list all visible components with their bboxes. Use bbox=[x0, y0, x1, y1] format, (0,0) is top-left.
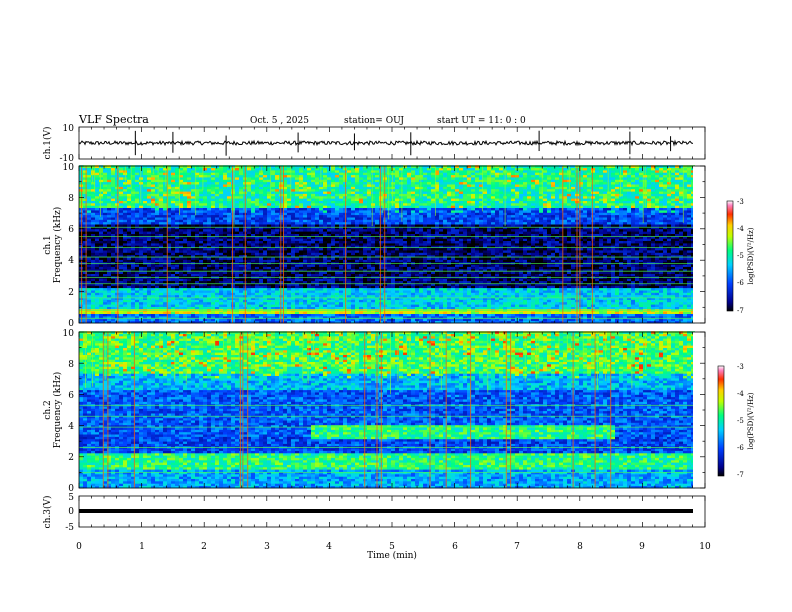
ch2-spectrogram-ylabel-channel: ch.2 bbox=[43, 400, 53, 419]
ch2-spec-no-data-strip bbox=[693, 332, 705, 488]
xtick-10: 10 bbox=[699, 542, 711, 552]
ch1-ytick-6: 6 bbox=[68, 225, 74, 235]
ch1-spectrogram-image bbox=[79, 165, 705, 324]
xtick-6: 6 bbox=[452, 542, 458, 552]
ch2-ytick-2: 2 bbox=[68, 453, 74, 463]
ch2-ytick-0: 0 bbox=[68, 484, 74, 494]
xtick-4: 4 bbox=[326, 542, 332, 552]
xtick-8: 8 bbox=[577, 542, 583, 552]
ch2-spectrogram-image bbox=[79, 331, 705, 489]
ch2-colorbar-gradient bbox=[717, 365, 725, 477]
ch1-spectrogram-ylabel-freq: Frequency (kHz) bbox=[52, 207, 63, 284]
ch1-waveform-trace bbox=[78, 130, 694, 156]
ch1-ytick-0: 0 bbox=[68, 319, 74, 329]
ch1-ytick-bottom: -10 bbox=[60, 154, 75, 164]
ch1-spectrogram-yaxis: 0 2 4 6 8 10 bbox=[63, 163, 75, 329]
ch1-ytick-8: 8 bbox=[68, 194, 74, 204]
ch1-ytick-4: 4 bbox=[68, 256, 74, 266]
figure-title: VLF Spectra bbox=[78, 113, 149, 126]
ch1-trace-path bbox=[78, 139, 694, 147]
ch2-cb-tick-m6: -6 bbox=[737, 444, 744, 452]
ch3-waveform-trace bbox=[79, 509, 693, 513]
time-axis-labels: 0 1 2 3 4 5 6 7 8 9 10 bbox=[76, 542, 711, 552]
ch1-ytick-top: 10 bbox=[63, 124, 75, 134]
ch1-cb-tick-m6: -6 bbox=[737, 279, 744, 287]
ch1-spectrogram-panel: 0 2 4 6 8 10 ch.1 Frequency (kHz) -3 -4 … bbox=[43, 163, 755, 329]
header-date: Oct. 5 , 2025 bbox=[250, 116, 309, 126]
ch2-spectrogram-ylabel-freq: Frequency (kHz) bbox=[52, 372, 63, 449]
time-axis-label: Time (min) bbox=[367, 550, 417, 561]
ch3-ytick-bottom: -5 bbox=[65, 523, 74, 533]
ch2-colorbar-label: log(PSD)(V²/Hz) bbox=[747, 392, 755, 449]
ch1-cb-tick-m3: -3 bbox=[737, 198, 744, 206]
ch2-cb-tick-m3: -3 bbox=[737, 363, 744, 371]
header-start-time: start UT = 11: 0 : 0 bbox=[437, 116, 526, 126]
ch1-colorbar: -3 -4 -5 -6 -7 log(PSD)(V²/Hz) bbox=[726, 198, 755, 315]
xtick-1: 1 bbox=[139, 542, 145, 552]
ch1-colorbar-gradient bbox=[726, 200, 734, 312]
xtick-7: 7 bbox=[514, 542, 520, 552]
ch1-spec-no-data-strip bbox=[693, 166, 705, 323]
xtick-0: 0 bbox=[76, 542, 82, 552]
ch1-ytick-2: 2 bbox=[68, 288, 74, 298]
ch2-colorbar: -3 -4 -5 -6 -7 log(PSD)(V²/Hz) bbox=[717, 363, 755, 479]
ch2-ytick-6: 6 bbox=[68, 391, 74, 401]
ch2-cb-tick-m7: -7 bbox=[737, 471, 744, 479]
xtick-3: 3 bbox=[264, 542, 270, 552]
ch2-spec-bands bbox=[79, 331, 695, 489]
ch1-spectrogram-ylabel-channel: ch.1 bbox=[43, 235, 53, 254]
xtick-9: 9 bbox=[639, 542, 645, 552]
ch2-spectrogram-panel: 0 2 4 6 8 10 ch.2 Frequency (kHz) -3 -4 … bbox=[43, 329, 755, 494]
ch1-waveform-ylabel: ch.1(V) bbox=[42, 127, 53, 160]
ch1-spec-bands bbox=[79, 165, 695, 324]
ch3-ytick-top: 5 bbox=[68, 493, 74, 503]
ch2-ytick-10: 10 bbox=[63, 329, 75, 339]
time-axis-ticks bbox=[78, 127, 706, 527]
ch2-ytick-4: 4 bbox=[68, 422, 74, 432]
ch2-spectrogram-yaxis: 0 2 4 6 8 10 bbox=[63, 329, 75, 494]
ch3-ytick-mid: 0 bbox=[68, 507, 74, 517]
ch2-ytick-8: 8 bbox=[68, 360, 74, 370]
ch1-ytick-10: 10 bbox=[63, 163, 75, 173]
header-station: station= OUJ bbox=[344, 116, 404, 126]
ch1-colorbar-label: log(PSD)(V²/Hz) bbox=[747, 227, 755, 284]
ch2-cb-tick-m4: -4 bbox=[737, 390, 744, 398]
ch3-waveform-ylabel: ch.3(V) bbox=[42, 496, 53, 529]
ch1-cb-tick-m4: -4 bbox=[737, 225, 744, 233]
ch1-cb-tick-m7: -7 bbox=[737, 307, 744, 315]
xtick-2: 2 bbox=[201, 542, 207, 552]
ch1-cb-tick-m5: -5 bbox=[737, 252, 744, 260]
xtick-5: 5 bbox=[389, 542, 395, 552]
ch2-cb-tick-m5: -5 bbox=[737, 417, 744, 425]
